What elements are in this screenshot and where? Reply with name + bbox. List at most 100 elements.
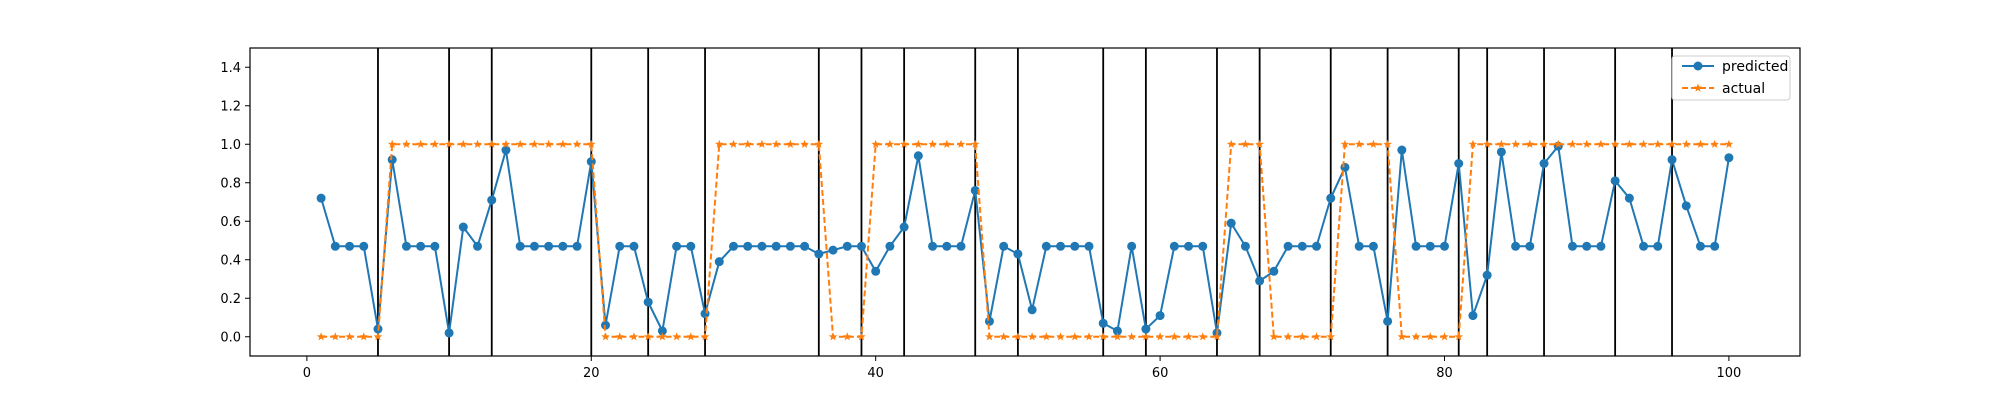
series-actual-point — [1369, 139, 1378, 148]
series-predicted-point — [1539, 159, 1549, 168]
series-actual-point — [530, 139, 539, 148]
series-actual-point — [1468, 139, 1478, 148]
series-predicted-point — [1639, 241, 1649, 251]
series-actual-point — [1525, 139, 1535, 148]
series-predicted-point — [686, 241, 696, 251]
series-actual-point — [899, 139, 909, 148]
series-actual-point — [459, 139, 468, 148]
series-predicted-point — [672, 241, 682, 251]
series-actual-point — [402, 139, 411, 148]
series-predicted-point — [1240, 241, 1250, 251]
series-actual-point — [1710, 139, 1719, 148]
series-predicted-point — [1525, 241, 1535, 251]
series-predicted-point — [1084, 241, 1094, 251]
series-predicted-point — [999, 241, 1009, 251]
series-actual-point — [885, 139, 895, 148]
series-actual-point — [345, 332, 354, 341]
series-predicted-point — [956, 241, 966, 251]
series-actual-point — [430, 139, 440, 148]
series-predicted-point — [401, 241, 411, 251]
series-predicted-point — [1454, 159, 1464, 168]
series-predicted-point — [359, 241, 369, 251]
series-actual-point — [800, 139, 809, 148]
series-predicted-point — [1340, 162, 1350, 172]
series-actual-point — [1354, 139, 1364, 148]
series-actual-point — [1625, 139, 1634, 148]
series-predicted-point — [529, 241, 539, 251]
series-predicted-point — [1127, 241, 1137, 251]
series-predicted-point — [643, 297, 653, 307]
x-tick-label: 100 — [1716, 366, 1741, 381]
series-actual-point — [1013, 332, 1023, 341]
series-actual-point — [643, 332, 653, 341]
series-actual-point — [1383, 139, 1392, 148]
series-predicted-point — [430, 241, 440, 251]
series-predicted-point — [1226, 218, 1236, 228]
series-predicted-point — [856, 241, 866, 251]
series-predicted-point — [1610, 176, 1620, 186]
legend: predicted actual — [1671, 55, 1791, 101]
x-axis: 0 20 40 60 80 100 — [303, 356, 1741, 381]
series-actual-point — [1681, 139, 1691, 148]
series-actual-point — [515, 139, 525, 148]
series-actual-point — [1482, 139, 1492, 148]
series-predicted-point — [1383, 316, 1393, 326]
y-tick-label: 0.0 — [220, 330, 241, 345]
series-predicted-point — [501, 145, 511, 155]
series-actual-point — [985, 332, 994, 341]
series-predicted-point — [1482, 270, 1492, 280]
series-actual-point — [1042, 332, 1051, 341]
series-predicted-point — [1596, 241, 1606, 251]
series-actual-point — [1539, 139, 1549, 148]
series-predicted-point — [1496, 147, 1506, 157]
series-predicted-point — [1312, 241, 1322, 251]
series-actual-line — [321, 143, 1729, 338]
series-predicted-point — [1013, 249, 1023, 259]
y-tick-label: 0.2 — [220, 292, 241, 307]
series-actual-point — [857, 332, 866, 341]
series-actual-point — [1155, 332, 1165, 341]
series-predicted-point — [1283, 241, 1293, 251]
series-actual-point — [786, 139, 795, 148]
series-actual-point — [544, 139, 553, 148]
series-actual-point — [729, 139, 738, 148]
series-predicted-point — [387, 155, 397, 165]
series-predicted-point — [316, 193, 326, 203]
series-actual-point — [942, 139, 952, 148]
series-predicted-point — [615, 241, 625, 251]
series-predicted-point — [1695, 241, 1705, 251]
series-actual-point — [601, 332, 610, 341]
series-actual-point — [1397, 332, 1407, 341]
series-predicted-point — [714, 257, 724, 267]
series-predicted-point — [1056, 241, 1066, 251]
series-actual-point — [1056, 332, 1065, 341]
series-actual-point — [686, 332, 696, 341]
series-actual-point — [1184, 332, 1193, 341]
series-actual-point — [501, 139, 511, 148]
series-actual-point — [444, 139, 454, 148]
series-predicted-point — [1027, 305, 1037, 315]
y-tick-label: 0.6 — [220, 215, 241, 230]
series-actual-point — [331, 332, 340, 341]
series-predicted-point — [473, 241, 483, 251]
series-predicted-point — [1255, 276, 1265, 286]
series-predicted-point — [1141, 324, 1151, 334]
series-actual-point — [1596, 139, 1606, 148]
series-actual-point — [1440, 332, 1449, 341]
series-actual-point — [842, 332, 852, 341]
series-actual-point — [1340, 139, 1350, 148]
series-predicted-point — [1582, 241, 1592, 251]
series-actual-point — [1582, 139, 1591, 148]
legend-predicted-marker — [1693, 61, 1703, 71]
series-predicted-point — [1354, 241, 1364, 251]
series-predicted-point — [800, 241, 810, 251]
series-predicted-point — [1624, 193, 1634, 203]
series-actual-point — [1141, 332, 1151, 341]
x-tick-label: 80 — [1436, 366, 1453, 381]
series-predicted-point — [1198, 241, 1208, 251]
series-actual-point — [1568, 139, 1577, 148]
series-predicted-point — [1667, 155, 1677, 165]
series-predicted-line — [320, 143, 1730, 335]
series-actual-point — [1255, 139, 1264, 148]
